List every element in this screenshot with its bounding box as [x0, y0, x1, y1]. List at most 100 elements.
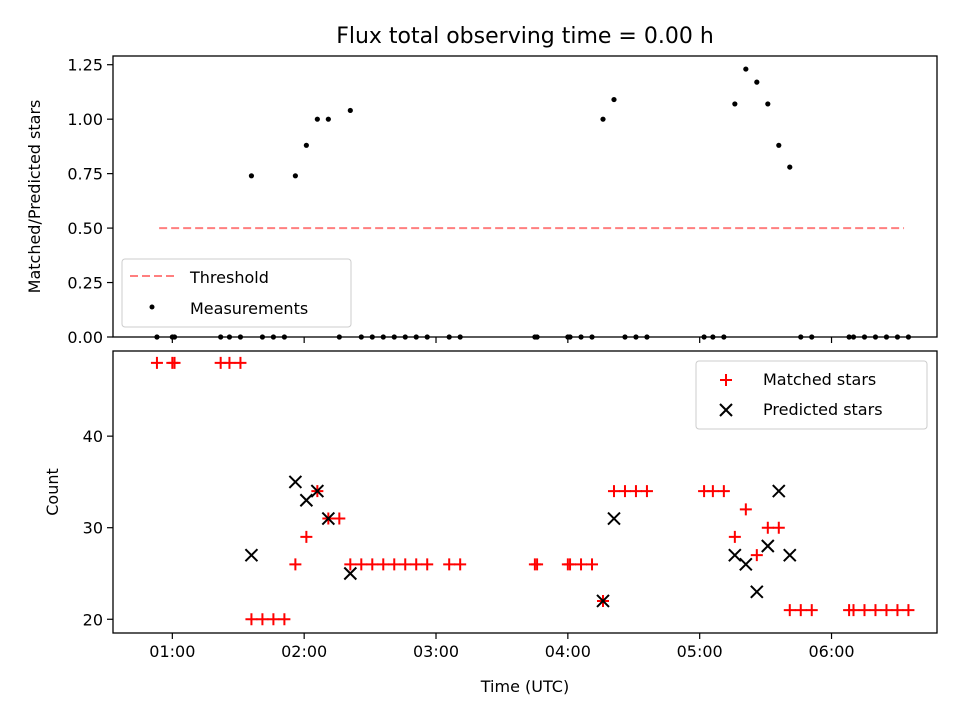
- matched-star-point: [150, 356, 163, 369]
- measurement-point: [391, 334, 397, 340]
- measurement-point: [270, 334, 277, 340]
- matched-star-point: [902, 604, 915, 617]
- predicted-star-point: [739, 557, 753, 572]
- matched-star-point: [706, 485, 719, 498]
- chart-title: Flux total observing time = 0.00 h: [336, 24, 714, 49]
- measurement-point: [701, 334, 707, 340]
- predicted-star-point: [299, 493, 314, 507]
- measurement-point: [883, 334, 890, 340]
- top-legend-box: [121, 258, 352, 328]
- matched-star-point: [223, 356, 236, 369]
- measurement-point: [872, 334, 879, 340]
- matched-star-point: [618, 485, 631, 498]
- measurement-point: [567, 334, 573, 340]
- measurement-point: [787, 164, 793, 170]
- matched-star-point: [640, 485, 653, 498]
- x-tick-label: 01:00: [149, 642, 195, 661]
- predicted-star-point: [288, 475, 303, 489]
- bottom-legend: Matched stars Predicted stars: [695, 360, 928, 430]
- matched-star-point: [355, 558, 368, 571]
- y-tick-label: 1.00: [67, 110, 103, 129]
- measurement-point: [347, 107, 353, 114]
- y-tick-label: 0.25: [67, 274, 103, 293]
- predicted-star-point: [607, 511, 621, 526]
- measurement-point: [850, 334, 857, 340]
- measurement-point: [809, 334, 815, 340]
- measurement-point: [861, 334, 868, 340]
- measurement-point: [303, 142, 309, 148]
- measurement-point: [369, 334, 375, 340]
- bottom-legend-box: [695, 360, 928, 430]
- matched-star-point: [728, 530, 741, 543]
- matched-star-point: [278, 613, 291, 626]
- matched-star-point: [891, 604, 904, 617]
- measurement-point: [578, 334, 584, 340]
- matched-star-point: [333, 512, 346, 525]
- legend-matched-swatch: [720, 374, 732, 386]
- matched-star-point: [410, 558, 423, 571]
- measurement-point: [644, 334, 650, 340]
- predicted-star-point: [343, 566, 358, 581]
- measurement-point: [534, 334, 540, 340]
- measurement-point: [710, 334, 716, 340]
- top-legend: Threshold Measurements: [121, 258, 352, 328]
- y-tick-label: 0.50: [67, 219, 103, 238]
- matched-star-point: [739, 503, 752, 516]
- x-tick-label: 06:00: [808, 642, 854, 661]
- legend-threshold-label: Threshold: [189, 268, 269, 287]
- measurement-point: [248, 173, 255, 179]
- measurement-point: [218, 334, 224, 340]
- matched-star-point: [629, 485, 642, 498]
- matched-star-point: [869, 604, 882, 617]
- matched-star-point: [880, 604, 893, 617]
- measurement-point: [589, 334, 595, 340]
- x-tick-label: 04:00: [545, 642, 591, 661]
- matched-star-point: [717, 485, 730, 498]
- measurement-point: [765, 101, 771, 107]
- matched-star-point: [289, 558, 302, 571]
- x-tick-label: 05:00: [677, 642, 723, 661]
- measurement-point: [754, 79, 760, 85]
- predicted-star-point: [728, 548, 742, 562]
- matched-star-point: [344, 558, 357, 571]
- matched-star-point: [443, 558, 456, 571]
- predicted-star-point: [244, 548, 259, 562]
- matched-star-point: [388, 558, 401, 571]
- matched-star-point: [564, 558, 577, 571]
- legend-matched-label: Matched stars: [763, 370, 876, 389]
- matched-star-point: [750, 549, 763, 562]
- measurement-point: [325, 116, 331, 122]
- matched-star-point: [300, 530, 313, 543]
- bottom-y-axis-label: Count: [43, 468, 62, 516]
- matched-star-point: [421, 558, 434, 571]
- matched-star-point: [772, 521, 785, 534]
- predicted-star-point: [310, 484, 325, 498]
- matched-star-point: [586, 558, 599, 571]
- measurement-point: [611, 96, 617, 103]
- matched-star-point: [847, 604, 860, 617]
- y-tick-label: 0.00: [67, 328, 103, 347]
- legend-predicted-label: Predicted stars: [763, 400, 883, 419]
- legend-measurements-swatch: [149, 304, 155, 310]
- measurement-point: [413, 334, 419, 340]
- predicted-star-point: [750, 585, 764, 599]
- y-tick-label: 30: [83, 519, 103, 538]
- measurement-point: [226, 334, 233, 340]
- top-axes: 0.00 0.25 0.50 0.75 1.00 1.25 Matched/Predict…: [25, 55, 938, 347]
- predicted-star-point: [761, 539, 775, 553]
- bottom-axes-marks: 01:00 02:00 03:00 04:00 05:00 06:00 20 30 40: [83, 356, 915, 661]
- measurement-point: [732, 101, 738, 107]
- predicted-star-point: [321, 511, 336, 526]
- measurement-point: [776, 142, 782, 148]
- top-axes-marks: 0.00 0.25 0.50 0.75 1.00 1.25: [67, 56, 912, 347]
- y-tick-label: 40: [83, 427, 103, 446]
- measurement-point: [633, 334, 639, 340]
- matched-star-point: [783, 604, 796, 617]
- matched-star-point: [454, 558, 467, 571]
- matched-star-point: [531, 558, 544, 571]
- measurement-point: [358, 334, 364, 340]
- x-axis-label: Time (UTC): [480, 677, 569, 696]
- measurement-point: [905, 334, 912, 340]
- matched-star-point: [256, 613, 269, 626]
